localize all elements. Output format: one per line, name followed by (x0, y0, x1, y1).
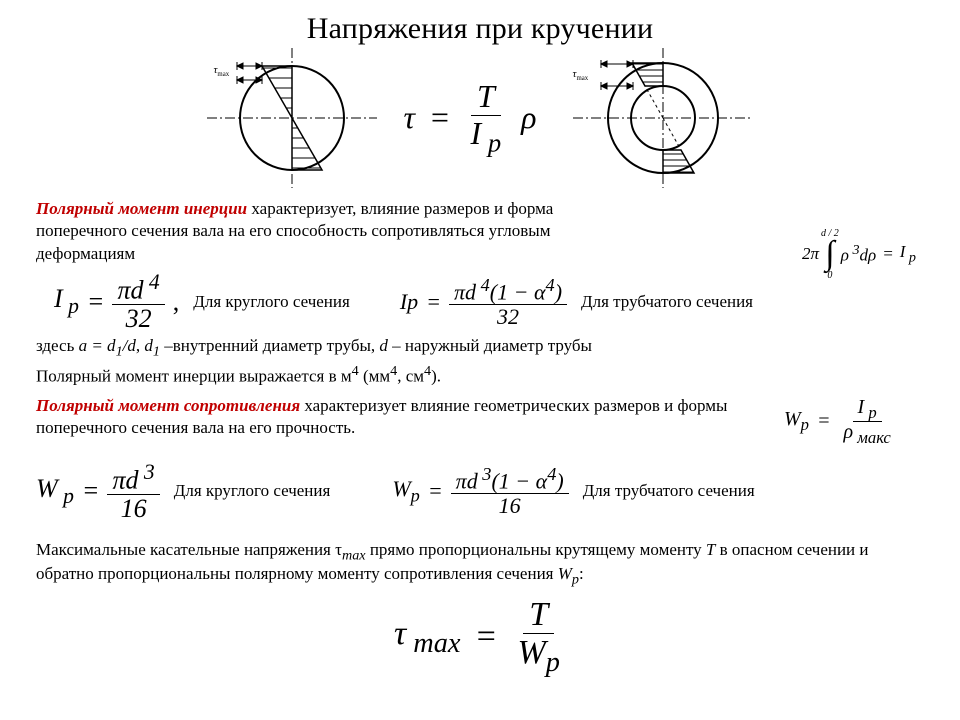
rho-symbol: ρ (521, 99, 536, 136)
wp-tube-label: Для трубчатого сечения (583, 481, 755, 501)
tau-max-label-solid: τmax (213, 64, 229, 78)
wp-tube-num: πd 3(1 − α4) (451, 465, 569, 493)
tube-section-diagram: τmax (563, 48, 753, 188)
wp-formulas-row: W p = πd 3 16 Для круглого сечения Wp = … (36, 461, 924, 522)
wp-def-frac: I p ρ макс (839, 397, 896, 447)
wp-circle-formula: W p = πd 3 16 (36, 461, 160, 522)
equals-sign: = (429, 99, 451, 136)
tube-section-svg (563, 48, 753, 188)
ip-circle-frac: πd 4 32 (112, 271, 164, 332)
ip-tube-formula: Ip = πd 4(1 − α4) 32 (400, 276, 567, 328)
taumax-lhs: τ max (394, 615, 460, 660)
main-formula: τ = T I p ρ (403, 80, 536, 156)
comma: , (173, 287, 180, 317)
wp-tube-formula: Wp = πd 3(1 − α4) 16 (392, 465, 568, 517)
ip-circle-formula: I p = πd 4 32 , (54, 271, 179, 332)
polar-inertia-heading: Полярный момент инерции (36, 199, 247, 218)
eq-sign: = (475, 618, 498, 656)
units-note: Полярный момент инерции выражается в м4 … (36, 363, 924, 387)
integral-eq: = (882, 244, 893, 264)
fraction: T I p (465, 80, 508, 156)
ip-tube-label: Для трубчатого сечения (581, 292, 753, 312)
ip-tube-lhs: Ip (400, 289, 418, 315)
integral-body: ρ 3dρ (841, 242, 876, 266)
solid-section-svg (207, 48, 377, 188)
eq-sign: = (426, 289, 441, 315)
ip-circle-num: πd 4 (112, 271, 164, 305)
wp-def-den: ρ макс (839, 422, 896, 447)
wp-tube-lhs: Wp (392, 476, 420, 506)
ip-formulas-row: I p = πd 4 32 , Для круглого сечения Ip … (36, 271, 924, 332)
eq-sign: = (87, 287, 105, 317)
wp-tube-frac: πd 3(1 − α4) 16 (451, 465, 569, 517)
eq-sign: = (82, 476, 100, 506)
taumax-frac: T Wp (511, 597, 566, 678)
conclusion-text: Максимальные касательные напряжения τmax… (36, 540, 924, 589)
wp-circle-num: πd 3 (107, 461, 159, 495)
integral-prefix: 2π (802, 244, 819, 264)
page-title: Напряжения при кручении (36, 12, 924, 46)
eq-sign: = (817, 410, 831, 433)
eq-sign: = (428, 478, 443, 504)
tau-symbol: τ (403, 99, 414, 136)
numerator: T (471, 80, 501, 116)
polar-inertia-text: Полярный момент инерции характеризует, в… (36, 198, 636, 265)
diagram-row: τmax (36, 48, 924, 188)
ip-circle-den: 32 (121, 305, 157, 332)
ip-tube-frac: πd 4(1 − α4) 32 (449, 276, 567, 328)
taumax-num: T (523, 597, 554, 635)
ip-circle-lhs: I p (54, 284, 79, 319)
wp-def-formula: Wp = I p ρ макс (784, 397, 924, 447)
wp-circle-den: 16 (116, 495, 152, 522)
wp-circle-label: Для круглого сечения (174, 481, 331, 501)
integral-symbol: ∫ (825, 239, 834, 270)
integral-formula: 2π d / 2 ∫ 0 ρ 3dρ = I p (802, 228, 916, 281)
wp-circle-frac: πd 3 16 (107, 461, 159, 522)
polar-modulus-heading: Полярный момент сопротивления (36, 396, 300, 415)
taumax-den: Wp (511, 634, 566, 678)
wp-def-lhs: Wp (784, 408, 809, 435)
polar-modulus-row: Полярный момент сопротивления характериз… (36, 391, 924, 447)
tau-max-formula: τ max = T Wp (394, 597, 566, 678)
slide-root: Напряжения при кручении τmax (0, 0, 960, 720)
solid-section-diagram: τmax (207, 48, 377, 188)
wp-def-num: I p (853, 397, 882, 423)
ip-tube-den: 32 (492, 305, 524, 328)
integral-rhs: I p (900, 242, 916, 266)
denominator: I p (465, 116, 508, 156)
wp-circle-lhs: W p (36, 474, 74, 509)
polar-modulus-text: Полярный момент сопротивления характериз… (36, 395, 764, 440)
wp-tube-den: 16 (494, 494, 526, 517)
ip-tube-num: πd 4(1 − α4) (449, 276, 567, 304)
tau-max-label-tube: τmax (573, 68, 589, 82)
alpha-note: здесь a = d1/d, d1 –внутренний диаметр т… (36, 336, 924, 360)
tau-max-formula-wrap: τ max = T Wp (36, 597, 924, 678)
ip-circle-label: Для круглого сечения (193, 292, 350, 312)
